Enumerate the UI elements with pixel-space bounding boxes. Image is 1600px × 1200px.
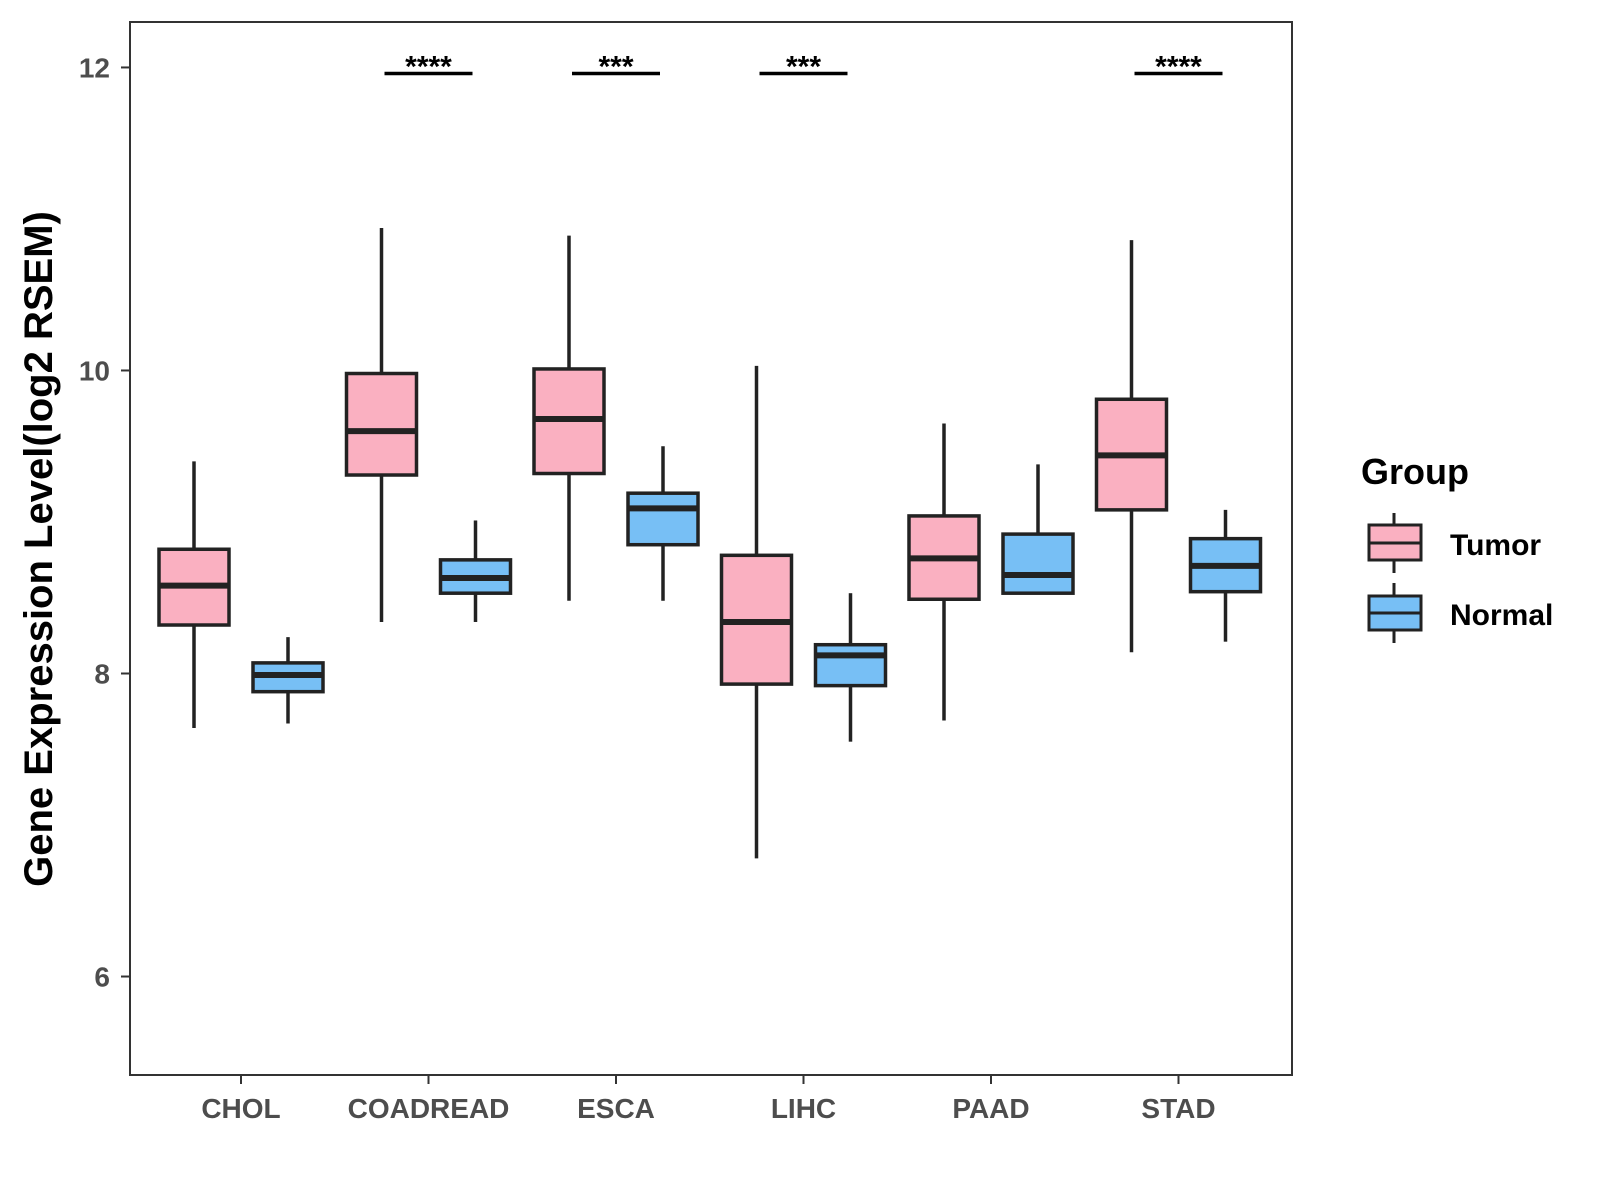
legend-entry-tumor: Tumor: [1367, 513, 1541, 573]
box-esca-tumor: [532, 235, 606, 601]
box-coadread-normal: [438, 520, 513, 622]
box-stad-tumor: [1094, 240, 1169, 653]
iqr-box-esca-normal: [626, 491, 700, 547]
y-axis: 6 8 10 12: [79, 52, 130, 993]
box-lihc-tumor: [719, 365, 794, 859]
x-tick-label-lihc: LIHC: [771, 1093, 836, 1124]
y-tick-label: 12: [79, 52, 110, 83]
y-axis-title: Gene Expression Level(log2 RSEM): [17, 211, 61, 887]
y-tick-label: 10: [79, 355, 110, 386]
legend: Group Tumor Normal: [1361, 451, 1553, 643]
legend-label-tumor: Tumor: [1450, 529, 1541, 562]
significance-label-stad: ****: [1155, 51, 1202, 84]
legend-entry-normal: Normal: [1367, 583, 1553, 643]
significance-label-esca: ***: [598, 51, 633, 84]
iqr-box-coadread-tumor: [344, 371, 419, 477]
significance-label-coadread: ****: [405, 51, 452, 84]
x-tick-label-coadread: COADREAD: [348, 1093, 510, 1124]
box-esca-normal: [626, 446, 700, 601]
boxes-layer: [157, 228, 1263, 859]
box-paad-tumor: [907, 423, 981, 721]
iqr-box-lihc-normal: [813, 642, 888, 688]
box-coadread-tumor: [344, 228, 419, 622]
box-chol-normal: [251, 637, 325, 724]
y-tick-label: 6: [94, 962, 110, 993]
box-stad-normal: [1188, 509, 1263, 642]
legend-title: Group: [1361, 451, 1469, 492]
significance-label-lihc: ***: [786, 51, 821, 84]
x-tick-label-paad: PAAD: [952, 1093, 1029, 1124]
box-paad-normal: [1001, 464, 1075, 595]
iqr-box-paad-normal: [1001, 532, 1075, 595]
x-tick-label-stad: STAD: [1141, 1093, 1215, 1124]
box-chol-tumor: [157, 461, 231, 729]
x-tick-label-esca: ESCA: [577, 1093, 655, 1124]
x-tick-label-chol: CHOL: [201, 1093, 280, 1124]
plot-panel-border: [129, 21, 1293, 1076]
y-tick-label: 8: [94, 658, 110, 689]
x-axis: CHOL COADREAD ESCA LIHC PAAD STAD: [201, 1075, 1216, 1124]
significance-layer: **** *** *** ****: [384, 51, 1223, 84]
box-lihc-normal: [813, 593, 888, 742]
legend-label-normal: Normal: [1450, 599, 1553, 632]
